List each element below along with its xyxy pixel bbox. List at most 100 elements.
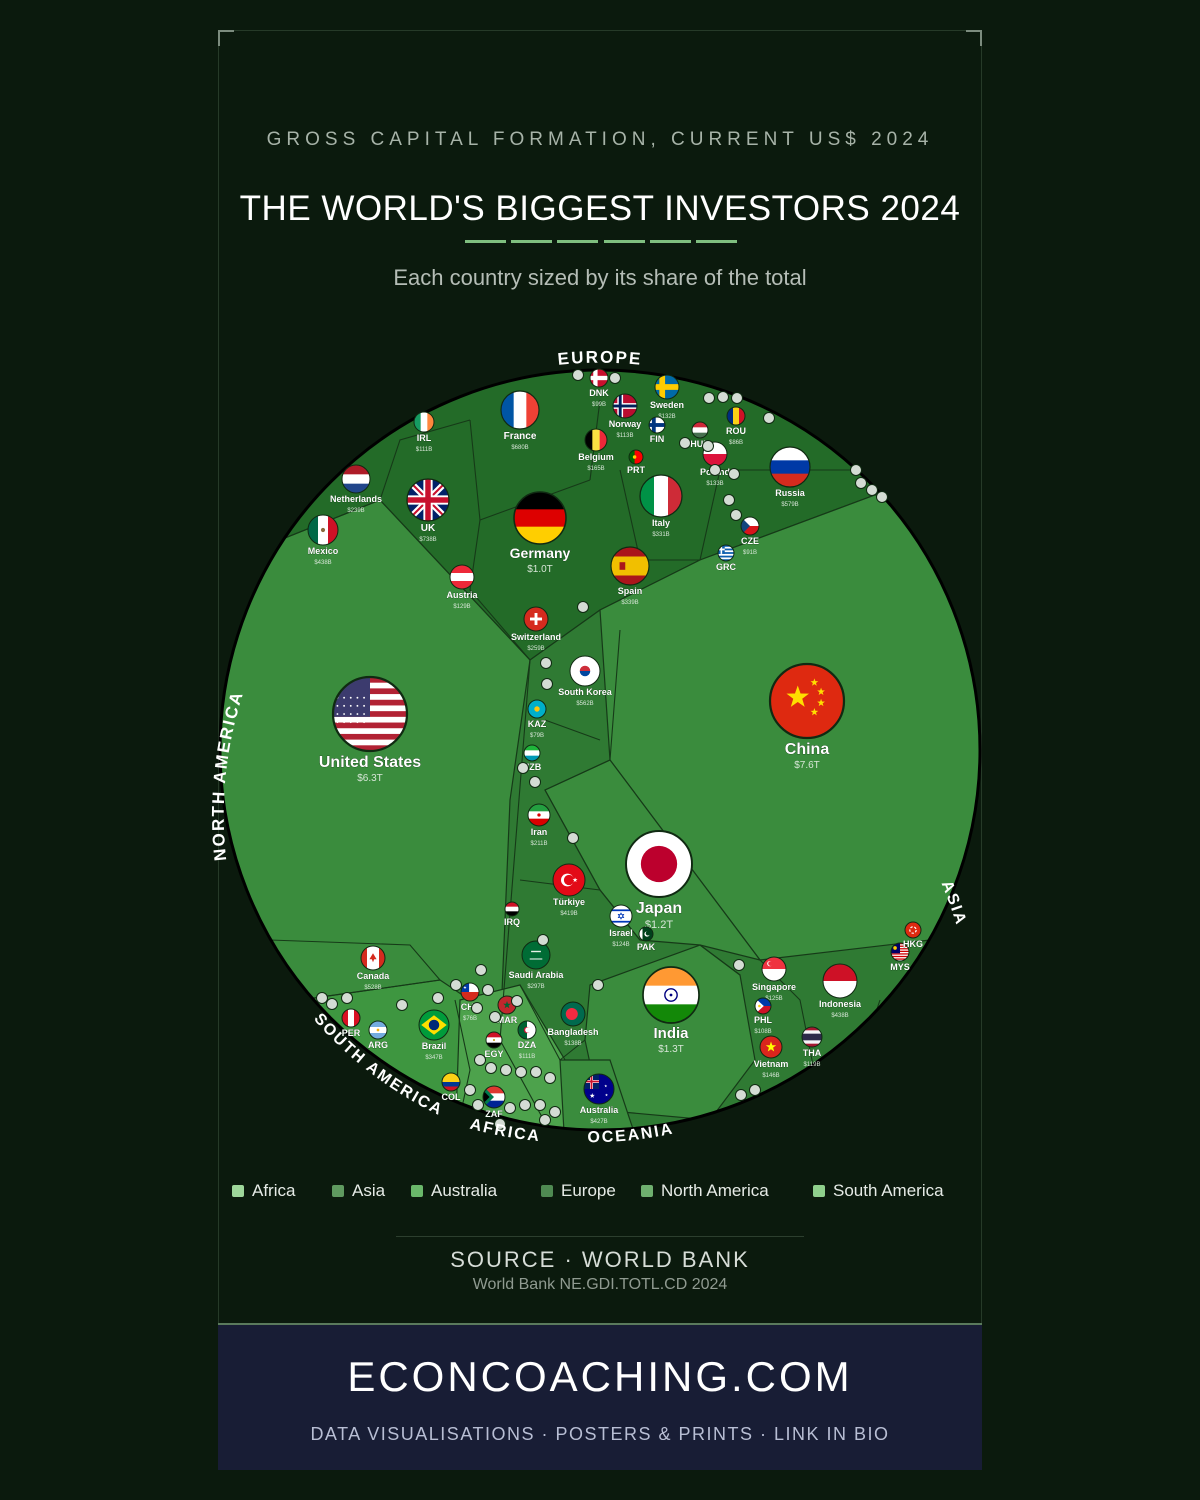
small-country-bubble [464,1084,476,1096]
frame-corner-top-right [966,30,982,46]
title-rule-segment [465,240,506,243]
country-name-label: UK [421,523,436,534]
title-underline [465,240,737,243]
country-value-label: $125B [765,996,782,1002]
country-name-label: Switzerland [511,632,561,642]
country-name-label: Bangladesh [547,1027,598,1037]
legend-label: Asia [352,1181,386,1200]
flag-can [361,946,385,970]
legend-swatch [813,1185,825,1197]
small-country-bubble [529,776,541,788]
country-mys: MYS [890,942,910,972]
flag-chl [461,983,479,1001]
flag-pak [639,927,653,941]
brand-tagline: DATA VISUALISATIONS · POSTERS & PRINTS ·… [310,1424,890,1444]
small-country-bubble [475,964,487,976]
country-grc: GRC [716,544,737,572]
country-value-label: $427B [590,1119,607,1125]
country-chn: China $7.6T [768,662,846,771]
country-name-label: MYS [890,962,910,972]
country-name-label: HKG [903,939,923,949]
title-rule-segment [695,240,737,243]
cell-border [379,419,471,501]
small-country-bubble [763,412,775,424]
small-country-bubble [519,1099,531,1111]
cell-border [499,659,531,1041]
flag-zaf [483,1086,505,1108]
country-dnk: DNK $99B [589,368,609,408]
region-label-europe: EUROPE [557,348,643,369]
small-country-bubble [482,984,494,996]
cell-oceania [559,1059,641,1130]
country-value-label: $579B [781,502,798,508]
small-country-bubble [500,1064,512,1076]
cell-border [544,759,611,791]
brand-name: ECONCOACHING.COM [347,1353,853,1400]
small-country-bubble [341,992,353,1004]
flag-dza [518,1021,536,1039]
flag-fin [649,417,665,433]
flag-ita [640,475,682,517]
flag-nor [613,394,637,418]
legend-item: North America [641,1181,769,1201]
country-value-label: $91B [743,550,757,556]
country-aus: Australia $427B [580,1073,619,1125]
country-value-label: $99B [592,402,606,408]
country-name-label: Japan [636,900,682,917]
legend-item: Australia [411,1181,497,1201]
small-country-bubble [850,464,862,476]
country-value-label: $419B [560,911,577,917]
country-value-label: $79B [530,733,544,739]
country-name-label: Saudi Arabia [509,970,565,980]
country-can: Canada $528B [357,945,390,991]
country-name-label: CZE [741,536,759,546]
legend-swatch [232,1185,244,1197]
flag-kor [570,656,600,686]
country-sgp: Singapore $125B [752,956,796,1002]
flag-nld [342,465,370,493]
country-sau: Saudi Arabia $297B [508,940,565,990]
country-name-label: Norway [609,419,642,429]
country-name-label: HUN [690,439,710,449]
flag-swe [655,375,679,399]
country-tur: Türkiye $419B [552,863,586,917]
country-name-label: Austria [446,590,478,600]
source-divider [396,1236,804,1237]
country-name-label: Italy [652,518,670,528]
flag-isr [610,905,632,927]
small-country-bubble [530,1066,542,1078]
country-mex: Mexico $438B [307,514,339,566]
small-country-bubble [471,1002,483,1014]
country-rus: Russia $579B [769,446,811,508]
small-country-bubble [702,440,714,452]
small-country-bubble [515,1066,527,1078]
country-che: Switzerland $259B [511,606,561,652]
title-rule-segment [649,240,691,243]
country-name-label: ARG [368,1040,388,1050]
country-value-label: $1.2T [645,919,673,931]
flag-dnk [590,369,608,387]
country-name-label: Singapore [752,982,796,992]
flag-irl [414,412,434,432]
country-name-label: Israel [609,928,633,938]
flag-bel [585,429,607,451]
cell-south-america [299,979,471,1130]
country-ind: India $1.3T [642,966,700,1055]
small-country-bubble [539,1114,551,1126]
country-pak: PAK [637,926,656,952]
flag-rus [770,447,810,487]
country-name-label: Indonesia [819,999,862,1009]
country-value-label: $7.6T [794,760,820,771]
legend-item: South America [813,1181,944,1201]
country-idn: Indonesia $438B [819,963,862,1019]
country-kor: South Korea $562B [558,655,613,707]
country-egy: EGY [484,1031,504,1059]
flag-cze [741,517,759,535]
small-country-bubble [537,934,549,946]
cell-border [469,519,531,661]
small-country-bubble [866,484,878,496]
flag-kaz [528,700,546,718]
country-hun: HUN [690,421,710,449]
small-country-bubble [609,372,621,384]
country-name-label: DNK [589,388,609,398]
